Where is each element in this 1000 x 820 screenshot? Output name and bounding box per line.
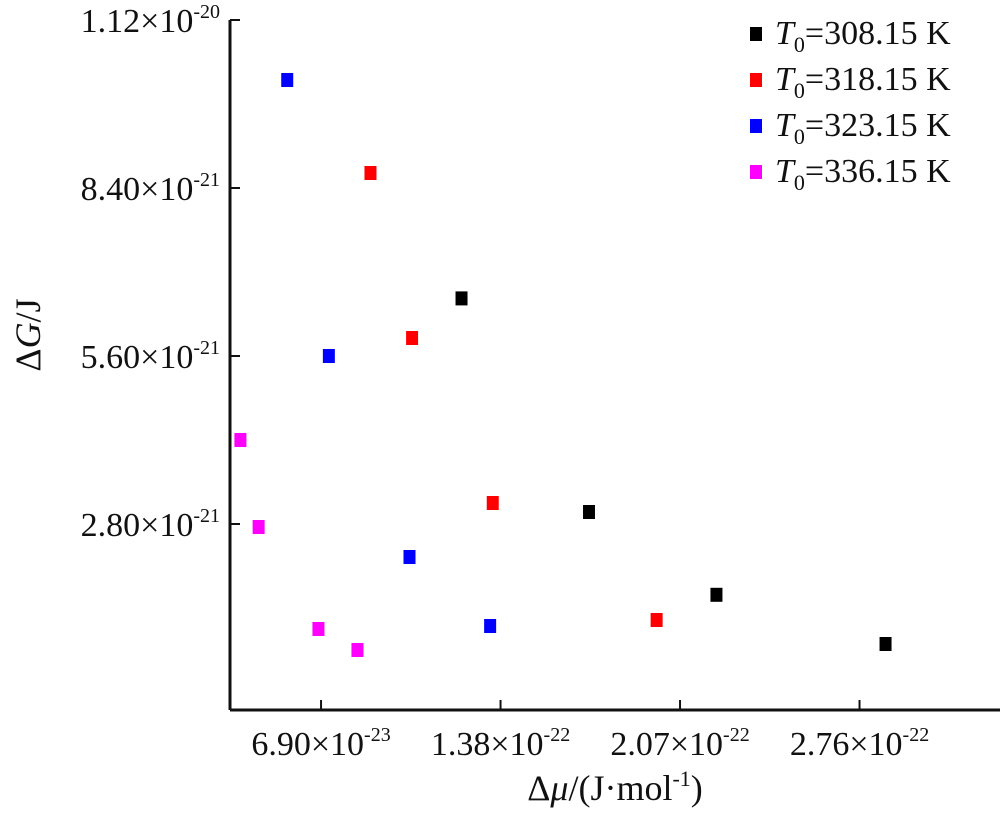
tick-labels: 2.80×10-215.60×10-218.40×10-211.12×10-20… [81,1,930,763]
legend-var: T [775,61,796,98]
data-point [710,587,723,602]
legend-marker [750,73,762,87]
x-tick-exponent: -22 [544,724,571,746]
legend-value: =318.15 K [805,61,951,98]
legend-marker [750,119,762,133]
legend-label: T0=336.15 K [775,153,951,195]
x-title-unit: /(J·mol [568,768,672,808]
x-title-prefix: Δ [527,768,550,808]
y-tick-mantissa: 1.12×10 [81,3,194,40]
legend-subscript: 0 [794,78,805,103]
legend-value: =308.15 K [805,15,951,52]
x-title-var: μ [549,768,568,808]
x-tick-label: 6.90×10-23 [251,724,390,763]
x-tick-exponent: -22 [723,724,750,746]
legend-var: T [775,15,796,52]
x-tick-mantissa: 1.38×10 [431,726,544,763]
x-tick-label: 2.76×10-22 [790,724,929,763]
y-title-var: G [8,322,48,348]
y-tick-label: 2.80×10-21 [81,505,220,544]
y-tick-exponent: -21 [193,505,220,527]
data-point [406,331,419,345]
y-title-prefix: Δ [8,348,48,371]
y-title-unit: /J [8,298,48,322]
x-tick-mantissa: 6.90×10 [251,726,364,763]
x-tick-mantissa: 2.07×10 [610,726,723,763]
data-points [234,73,892,657]
y-tick-exponent: -21 [193,337,220,359]
x-tick-exponent: -23 [364,724,391,746]
data-point [322,349,335,363]
legend-subscript: 0 [794,124,805,149]
x-tick-label: 2.07×10-22 [610,724,749,763]
data-point [582,505,595,519]
legend: T0=308.15 KT0=318.15 KT0=323.15 KT0=336.… [750,15,951,195]
data-point [351,643,364,657]
legend-var: T [775,153,796,190]
y-tick-mantissa: 8.40×10 [81,171,194,208]
y-tick-exponent: -20 [193,1,220,23]
x-title-suffix: ) [691,768,703,808]
y-tick-label: 8.40×10-21 [81,169,220,208]
legend-label: T0=318.15 K [775,61,951,103]
legend-label: T0=308.15 K [775,15,951,57]
legend-value: =336.15 K [805,153,951,190]
axis-titles: Δμ/(J·mol-1)ΔG/J [8,298,703,808]
legend-label: T0=323.15 K [775,107,951,149]
y-tick-exponent: -21 [193,169,220,191]
x-title-sup: -1 [672,766,690,791]
legend-marker [750,27,762,41]
x-tick-mantissa: 2.76×10 [790,726,903,763]
data-point [455,291,468,306]
data-point [364,166,377,180]
axes [228,20,1000,712]
legend-marker [750,165,762,179]
legend-subscript: 0 [794,170,805,195]
x-axis-title: Δμ/(J·mol-1) [527,766,703,808]
data-point [484,619,497,633]
y-tick-mantissa: 2.80×10 [81,507,194,544]
data-point [281,73,294,87]
data-point [650,613,663,627]
data-point [234,433,247,447]
legend-value: =323.15 K [805,107,951,144]
x-tick-exponent: -22 [903,724,930,746]
y-tick-mantissa: 5.60×10 [81,339,194,376]
data-point [403,550,416,564]
data-point [312,622,325,636]
legend-subscript: 0 [794,32,805,57]
x-tick-label: 1.38×10-22 [431,724,570,763]
legend-var: T [775,107,796,144]
y-tick-label: 1.12×10-20 [81,1,220,40]
y-tick-label: 5.60×10-21 [81,337,220,376]
data-point [252,520,265,534]
data-point [879,637,892,651]
y-axis-title: ΔG/J [8,298,48,371]
data-point [486,496,499,510]
